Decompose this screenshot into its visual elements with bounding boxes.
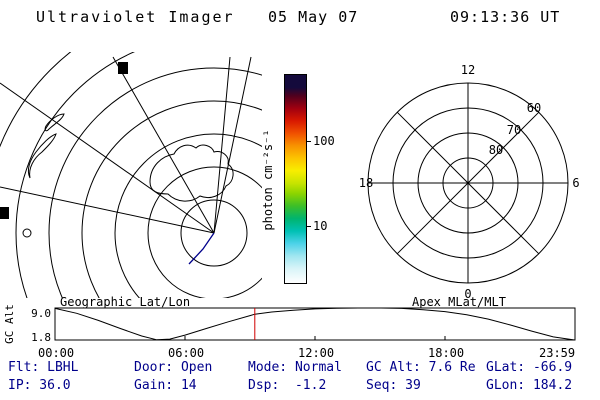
mlt-spokes	[368, 83, 568, 283]
meridian-label-box	[118, 62, 128, 74]
meridian-line	[213, 56, 252, 234]
status-gc-alt: GC Alt: 7.6 Re	[366, 360, 476, 375]
geographic-panel	[0, 52, 262, 298]
status-glon: GLon: 184.2	[486, 378, 573, 393]
meridian-label-box	[0, 207, 9, 219]
mlat-ring-label-80: 80	[489, 143, 503, 157]
colorbar-tick-label-100: 100	[313, 134, 335, 148]
coastline-island-north	[44, 113, 65, 132]
x-tick-label-1800: 18:00	[428, 346, 465, 360]
lat-circle	[180, 199, 248, 267]
meridian-line	[213, 56, 231, 234]
geographic-panel-caption: Geographic Lat/Lon	[60, 295, 191, 309]
lat-circle	[147, 166, 262, 298]
lat-circle	[15, 52, 136, 298]
x-tick-label-0000: 00:00	[38, 346, 75, 360]
chart-x-ticks	[54, 336, 576, 340]
status-gain: Gain: 14	[134, 378, 197, 393]
status-mode: Mode: Normal	[248, 360, 342, 375]
spacecraft-track-line	[188, 232, 215, 265]
coastline-small-island	[22, 228, 32, 238]
status-door: Door: Open	[134, 360, 213, 375]
coastline-island-south	[27, 133, 57, 179]
colorbar-tick-100	[306, 141, 311, 142]
colorbar-tick-label-10: 10	[313, 219, 328, 233]
apex-panel-caption: Apex MLat/MLT	[412, 295, 506, 309]
colorbar-tick-10	[306, 226, 311, 227]
apex-panel: 12 0 18 6 60 70 80	[359, 63, 580, 301]
latitude-circles	[0, 52, 262, 298]
meridian-line	[0, 82, 215, 234]
x-tick-label-1200: 12:00	[298, 346, 335, 360]
mlat-ring-label-70: 70	[507, 123, 521, 137]
mlat-ring-label-60: 60	[527, 101, 541, 115]
mlt-label-6: 6	[572, 176, 579, 190]
lat-circle	[81, 100, 262, 298]
gc-alt-curve	[54, 307, 575, 341]
gc-alt-axis-label: GC Alt	[3, 304, 16, 344]
meridian-spokes	[0, 56, 252, 234]
date-display: 05 May 07	[268, 8, 359, 26]
time-display: 09:13:36 UT	[450, 8, 561, 26]
meridian-line	[0, 186, 215, 234]
status-ip: IP: 36.0	[8, 378, 71, 393]
app-title: Ultraviolet Imager	[36, 8, 235, 26]
colorbar-axis-label: photon cm⁻²s⁻¹	[261, 129, 275, 231]
meridian-line	[112, 56, 215, 234]
mlt-spoke-diagonal	[396, 111, 540, 255]
lat-circle	[48, 67, 262, 298]
lat-circle	[114, 133, 262, 298]
coastlines	[22, 113, 234, 238]
status-dsp: Dsp: -1.2	[248, 378, 327, 393]
mlt-label-18: 18	[359, 176, 373, 190]
status-glat: GLat: -66.9	[486, 360, 573, 375]
coastline-mainland	[149, 144, 234, 202]
gc-alt-chart: 9.0 1.8	[31, 307, 576, 344]
colorbar-gradient	[284, 74, 307, 284]
y-tick-label-min: 1.8	[31, 331, 51, 344]
status-filter: Flt: LBHL	[8, 360, 79, 375]
chart-frame	[54, 307, 576, 341]
x-tick-label-0600: 06:00	[168, 346, 205, 360]
x-tick-label-2359: 23:59	[539, 346, 576, 360]
mlt-label-0: 0	[464, 287, 471, 301]
mlt-label-12: 12	[461, 63, 475, 77]
status-seq: Seq: 39	[366, 378, 421, 393]
y-tick-label-max: 9.0	[31, 307, 51, 320]
